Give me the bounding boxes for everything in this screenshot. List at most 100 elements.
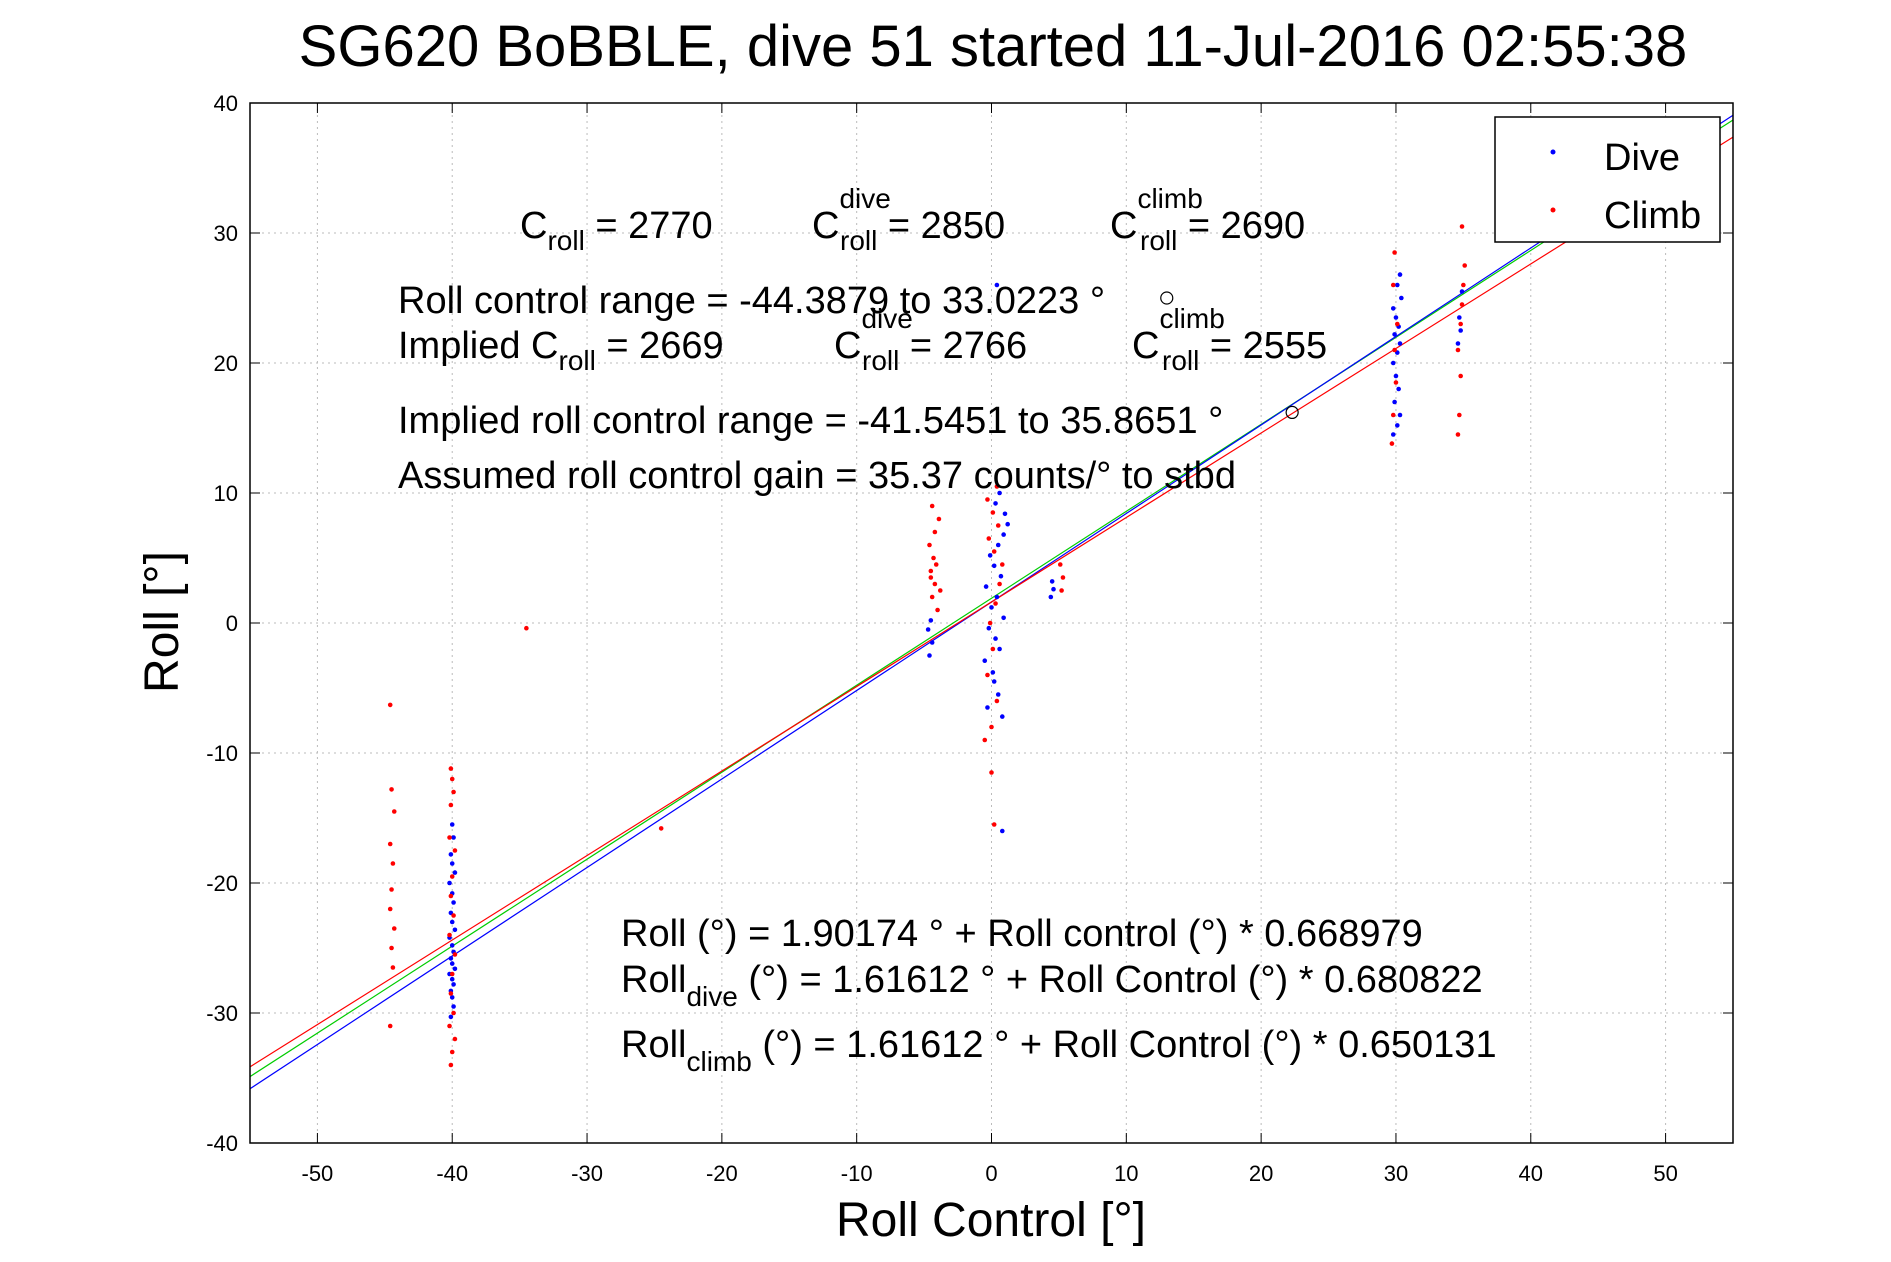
climb-point (991, 822, 997, 827)
dive-point (1395, 423, 1400, 428)
climb-point (524, 625, 529, 631)
climb-point (1057, 562, 1063, 567)
circle-marker (1160, 291, 1174, 305)
dive-point (1390, 432, 1396, 437)
x-tick-label: 0 (985, 1161, 997, 1186)
legend-box (1494, 116, 1721, 243)
dive-point (989, 605, 994, 610)
x-tick-label: -40 (436, 1161, 468, 1186)
annot-c-roll-dive: Cdive (812, 183, 891, 247)
climb-point (389, 945, 394, 951)
dive-point (449, 919, 455, 925)
dive-point (999, 828, 1005, 834)
dive-point (1001, 615, 1006, 621)
annot-c-roll-climb-sub: roll = 2690 (1140, 205, 1305, 256)
dive-point (451, 835, 456, 840)
dive-point (995, 542, 1001, 548)
dive-point (925, 627, 931, 632)
climb-point (387, 702, 393, 708)
dive-point (1051, 586, 1056, 592)
y-tick-label: 20 (214, 351, 238, 376)
climb-point (936, 516, 942, 522)
dive-point (1049, 579, 1055, 584)
climb-point (937, 588, 943, 593)
climb-point (1458, 321, 1463, 327)
dive-point (991, 679, 997, 684)
x-tick-label: 40 (1519, 1161, 1543, 1186)
dive-point (985, 705, 990, 710)
climb-point (986, 536, 992, 541)
y-tick-label: 30 (214, 221, 238, 246)
climb-point (987, 620, 993, 626)
annot-implied-range: Implied roll control range = -41.5451 to… (398, 400, 1223, 442)
climb-point (451, 789, 456, 795)
climb-point (989, 724, 994, 730)
climb-point (931, 555, 936, 561)
annot-eq-climb: Rollclimb (°) = 1.61612 ° + Roll Control… (621, 1024, 1497, 1077)
dive-point (998, 573, 1004, 579)
climb-point (933, 562, 939, 567)
y-tick-label: -30 (206, 1001, 238, 1026)
legend-climb-marker (1550, 207, 1556, 213)
climb-point (389, 887, 394, 892)
dive-point (1397, 412, 1403, 418)
climb-point (447, 932, 452, 938)
dive-point (928, 618, 934, 623)
climb-point (1392, 250, 1397, 255)
annot-c-roll: Croll = 2770 (520, 205, 713, 256)
dive-point (1395, 282, 1400, 288)
climb-point (387, 841, 393, 847)
chart-title: SG620 BoBBLE, dive 51 started 11-Jul-201… (299, 14, 1688, 79)
y-axis-ticks: -40 -30 -20 -10 0 10 20 30 40 (206, 91, 1733, 1156)
climb-point (994, 698, 1000, 704)
legend-dive-label: Dive (1604, 137, 1680, 179)
climb-point (932, 529, 938, 535)
climb-point (1060, 575, 1066, 580)
dive-point (997, 646, 1002, 652)
dive-point (994, 282, 1000, 288)
climb-point (447, 1023, 452, 1029)
climb-point (1457, 412, 1462, 418)
dive-point (1393, 315, 1399, 320)
climb-point (1461, 282, 1466, 288)
climb-point (1459, 224, 1465, 229)
dive-point (1397, 272, 1403, 277)
y-tick-label: 0 (226, 611, 238, 636)
dive-point (451, 900, 456, 905)
dive-point (982, 658, 988, 663)
dive-point (449, 943, 455, 948)
dive-point (1399, 295, 1404, 301)
dive-point (449, 822, 455, 827)
data-points (387, 224, 1468, 1068)
annot-gain: Assumed roll control gain = 35.37 counts… (398, 455, 1236, 497)
climb-point (447, 835, 452, 840)
dive-point (927, 653, 932, 658)
dive-point (1396, 386, 1401, 392)
dive-point (1048, 594, 1054, 600)
dive-point (986, 625, 992, 631)
dive-point (1459, 289, 1465, 294)
climb-point (995, 523, 1001, 528)
x-axis-label: Roll Control [°] (836, 1194, 1146, 1247)
x-axis-ticks: -50 -40 -30 -20 -10 0 10 20 30 40 50 (302, 103, 1678, 1186)
annot-eq-all: Roll (°) = 1.90174 ° + Roll control (°) … (621, 913, 1423, 955)
dive-point (447, 880, 452, 886)
climb-point (391, 926, 397, 931)
climb-point (985, 672, 990, 678)
dive-point (929, 640, 935, 645)
climb-point (932, 581, 938, 587)
climb-point (1395, 321, 1400, 327)
climb-point (927, 542, 932, 548)
y-tick-label: 40 (214, 91, 238, 116)
climb-point (1459, 302, 1465, 307)
dive-point (452, 966, 458, 972)
climb-point (448, 1062, 454, 1068)
annot-c-roll-dive-sub: roll = 2850 (840, 205, 1005, 256)
x-tick-label: 20 (1249, 1161, 1273, 1186)
y-tick-label: -20 (206, 871, 238, 896)
climb-point (451, 1010, 456, 1016)
x-tick-label: -10 (841, 1161, 873, 1186)
climb-point (389, 787, 394, 792)
dive-point (451, 982, 456, 987)
climb-point (1390, 412, 1396, 418)
